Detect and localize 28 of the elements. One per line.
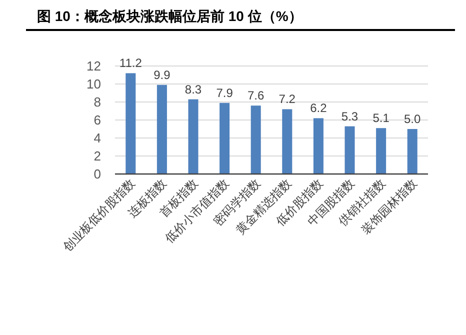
bar bbox=[407, 129, 418, 174]
data-label: 5.0 bbox=[404, 112, 422, 126]
bar bbox=[282, 109, 292, 174]
data-label: 8.3 bbox=[184, 82, 202, 96]
bar bbox=[126, 73, 136, 174]
data-label: 6.2 bbox=[310, 101, 328, 116]
y-tick-label: 12 bbox=[86, 58, 101, 74]
y-tick-label: 4 bbox=[94, 130, 101, 146]
y-tick-label: 8 bbox=[94, 94, 101, 110]
data-label: 7.6 bbox=[248, 88, 265, 103]
bar bbox=[313, 118, 324, 174]
y-tick-label: 0 bbox=[94, 166, 101, 182]
bar bbox=[376, 128, 386, 174]
data-label: 5.3 bbox=[341, 109, 358, 124]
data-label: 7.2 bbox=[278, 92, 296, 106]
y-tick-label: 6 bbox=[94, 112, 101, 128]
bar bbox=[188, 99, 198, 174]
chart-title: 图 10：概念板块涨跌幅位居前 10 位（%） bbox=[37, 8, 302, 24]
data-label: 9.9 bbox=[154, 68, 171, 82]
bar bbox=[344, 126, 355, 174]
y-tick-label: 10 bbox=[86, 76, 101, 92]
bar bbox=[220, 102, 230, 174]
data-label: 7.9 bbox=[216, 86, 234, 100]
data-label: 11.2 bbox=[119, 56, 142, 70]
y-tick-label: 2 bbox=[94, 148, 101, 164]
bar bbox=[250, 106, 261, 174]
data-label: 5.1 bbox=[372, 111, 390, 126]
bar bbox=[156, 84, 167, 174]
